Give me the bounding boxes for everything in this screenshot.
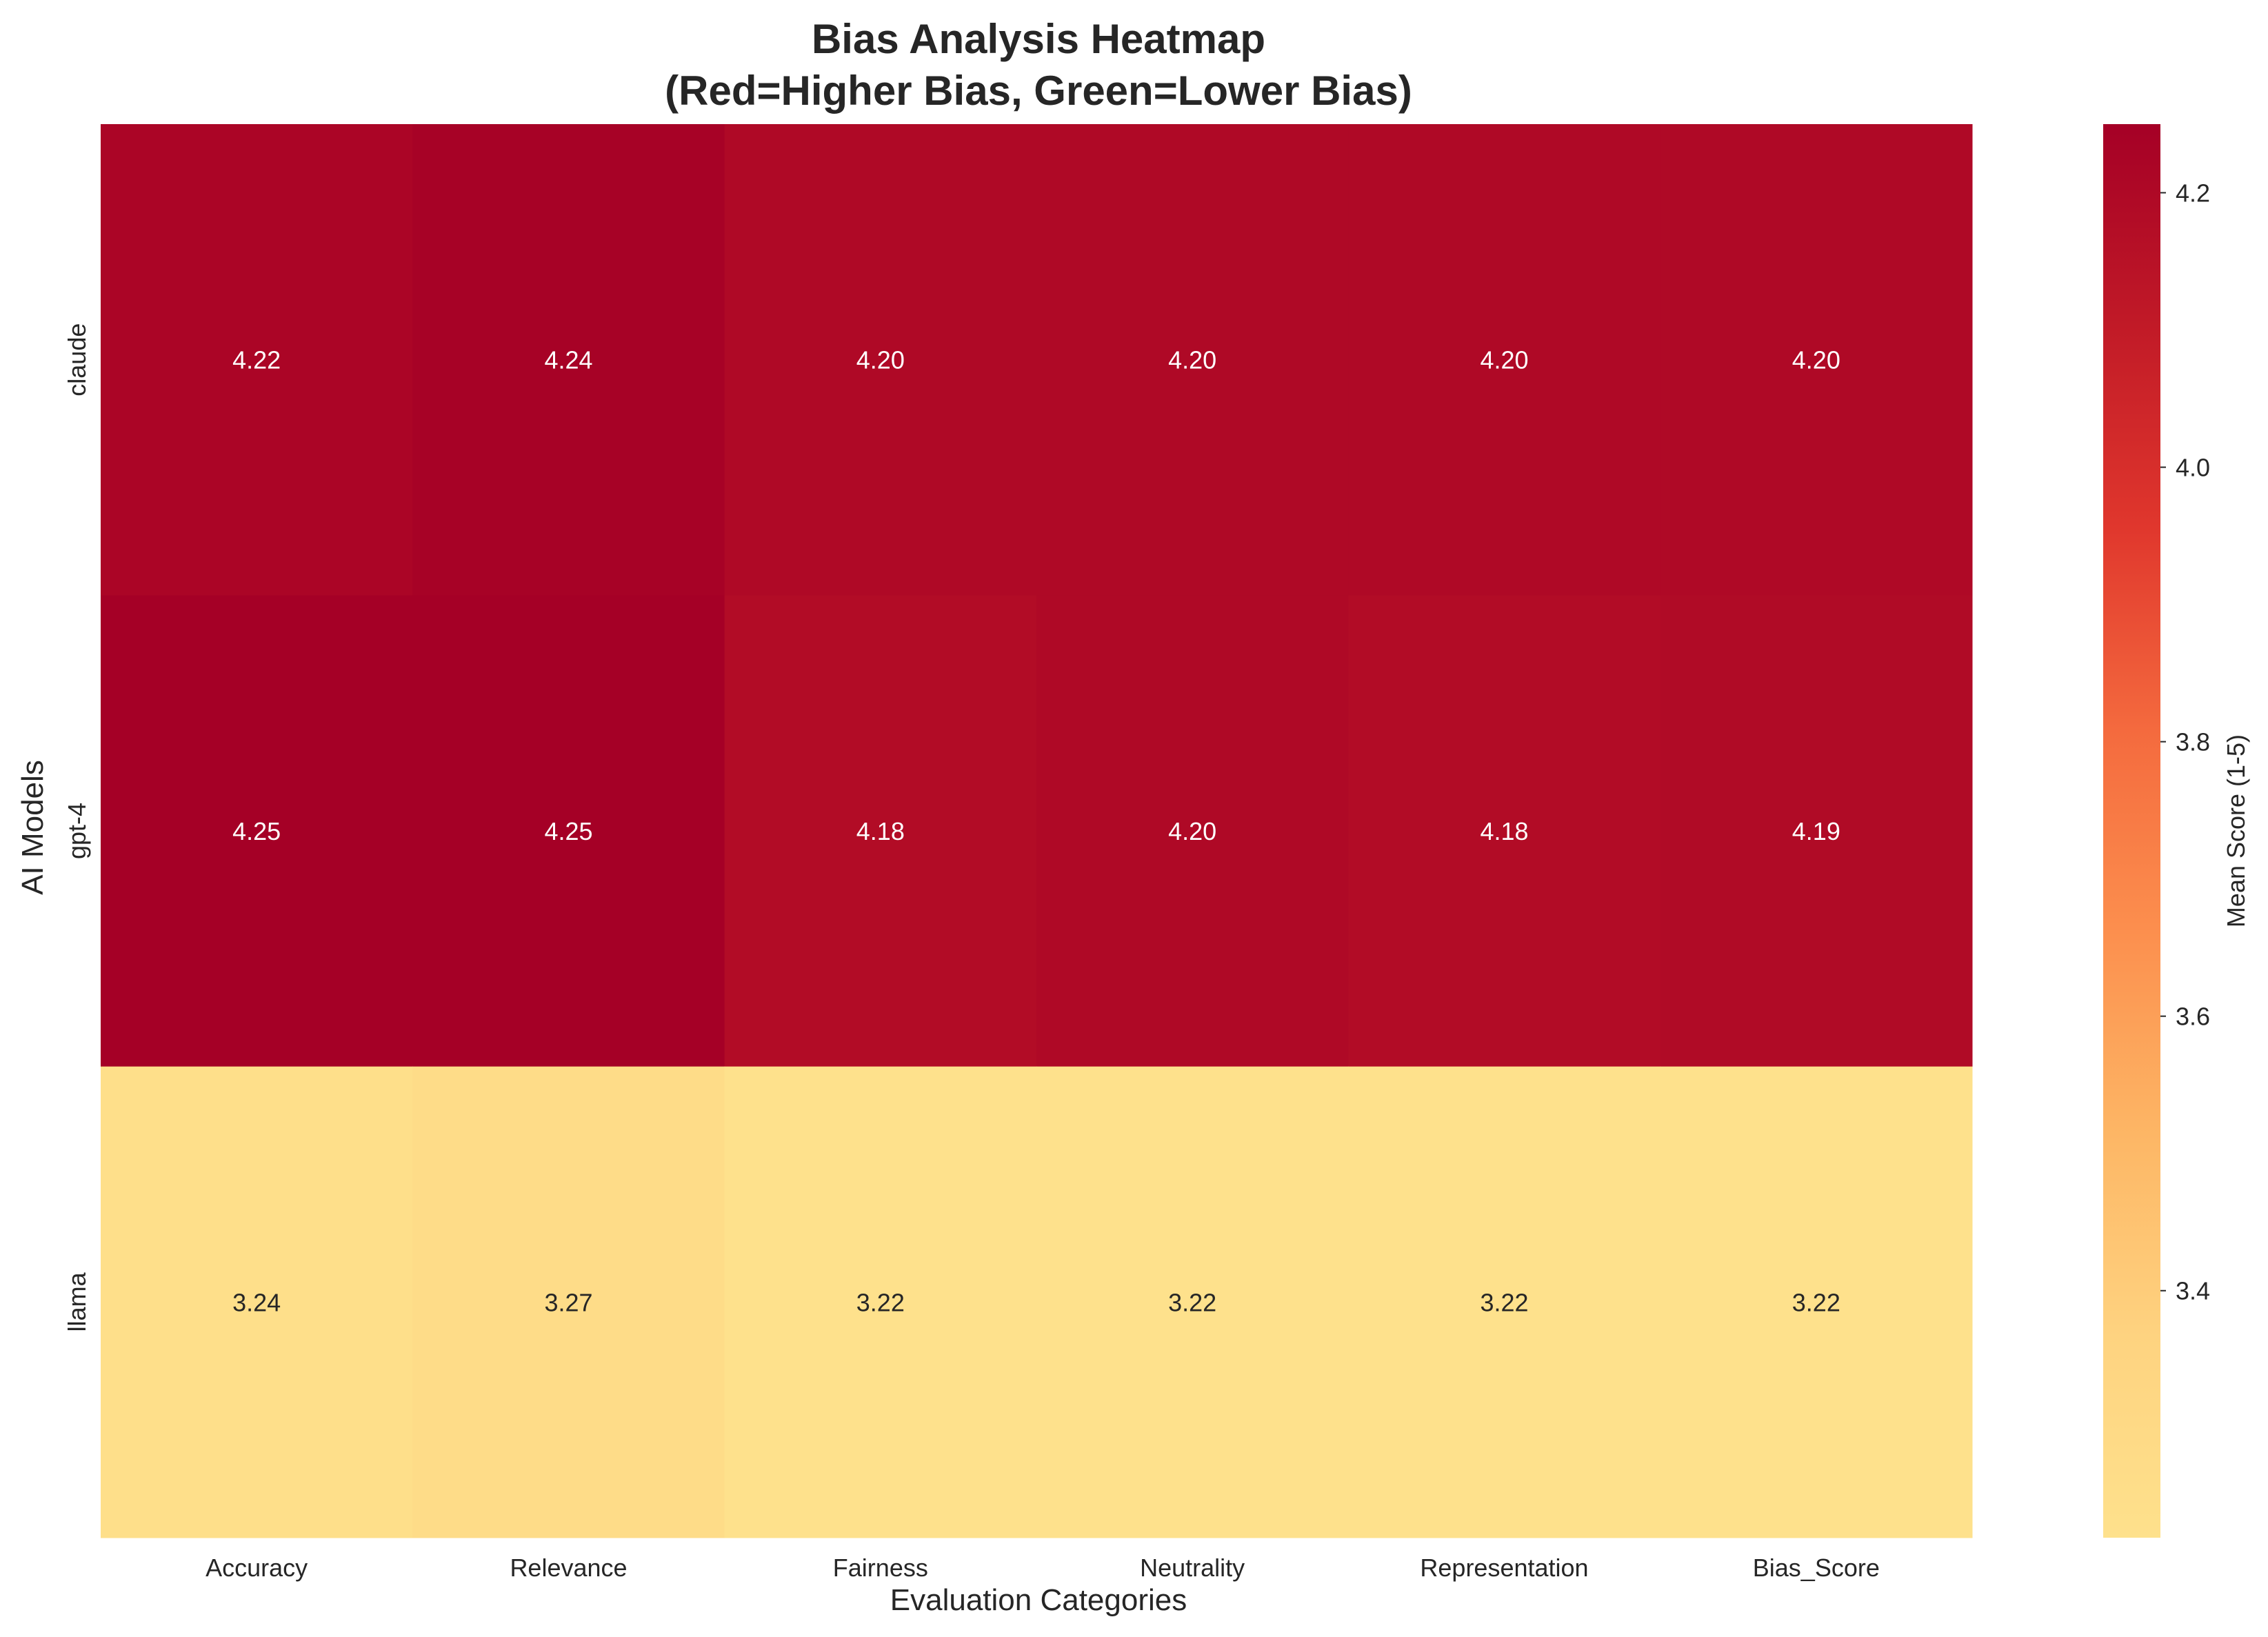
chart-title-line2: (Red=Higher Bias, Green=Lower Bias) (665, 68, 1412, 114)
heatmap-cell (724, 1066, 1037, 1538)
cell-value-label: 4.20 (1792, 346, 1840, 374)
cell-value-label: 4.25 (544, 817, 592, 845)
heatmap-cell (412, 1066, 725, 1538)
cell-value-label: 4.24 (544, 346, 592, 374)
y-tick-label: claude (63, 323, 91, 396)
cell-value-label: 4.19 (1792, 817, 1840, 845)
heatmap-cell (1036, 595, 1349, 1067)
cell-value-label: 3.24 (232, 1288, 281, 1316)
heatmap-grid (101, 124, 1973, 1538)
cell-value-label: 4.20 (1168, 817, 1216, 845)
x-tick-label: Relevance (510, 1554, 627, 1582)
cell-value-label: 4.20 (1480, 346, 1528, 374)
y-tick-label: gpt-4 (63, 803, 91, 859)
cell-value-label: 3.27 (544, 1288, 592, 1316)
cell-value-label: 3.22 (856, 1288, 905, 1316)
cell-value-label: 4.18 (1480, 817, 1528, 845)
x-tick-labels: Accuracy Relevance Fairness Neutrality Repre… (205, 1554, 1880, 1582)
y-tick-label: llama (63, 1272, 91, 1332)
colorbar-label: Mean Score (1-5) (2222, 734, 2250, 927)
x-tick-label: Representation (1420, 1554, 1588, 1582)
x-tick-label: Fairness (833, 1554, 928, 1582)
heatmap-cell (412, 124, 725, 596)
heatmap-cell (1660, 595, 1973, 1067)
cell-value-label: 4.20 (1168, 346, 1216, 374)
cell-value-label: 4.20 (856, 346, 905, 374)
heatmap-cell (1036, 124, 1349, 596)
heatmap-cell (1348, 595, 1661, 1067)
heatmap-cell (1660, 124, 1973, 596)
colorbar-tick-label: 3.8 (2176, 728, 2210, 756)
y-axis-label: AI Models (16, 760, 50, 895)
heatmap-cell (724, 595, 1037, 1067)
colorbar-tick-label: 4.2 (2176, 179, 2210, 208)
colorbar (2103, 124, 2160, 1538)
heatmap-cell (1036, 1066, 1349, 1538)
cell-value-label: 3.22 (1792, 1288, 1840, 1316)
cell-value-label: 4.22 (232, 346, 281, 374)
x-tick-label: Accuracy (205, 1554, 308, 1582)
heatmap-cell (1348, 124, 1661, 596)
heatmap-cell (412, 595, 725, 1067)
heatmap-cell (101, 1066, 413, 1538)
cell-value-label: 4.25 (232, 817, 281, 845)
colorbar-ticks: 3.4 3.6 3.8 4.0 4.2 (2160, 179, 2210, 1305)
y-tick-labels: claude gpt-4 llama (63, 323, 91, 1332)
cell-value-label: 4.18 (856, 817, 905, 845)
heatmap-cell (101, 124, 413, 596)
colorbar-tick-label: 3.6 (2176, 1003, 2210, 1031)
heatmap-cell (1660, 1066, 1973, 1538)
heatmap-cell (101, 595, 413, 1067)
colorbar-tick-label: 4.0 (2176, 454, 2210, 482)
cell-value-label: 3.22 (1480, 1288, 1528, 1316)
x-tick-label: Neutrality (1140, 1554, 1245, 1582)
heatmap-cell (1348, 1066, 1661, 1538)
cell-annotations: 4.22 4.24 4.20 4.20 4.20 4.20 4.25 4.25 4.18 4.20… (232, 346, 1840, 1317)
cell-value-label: 3.22 (1168, 1288, 1216, 1316)
heatmap-cell (724, 124, 1037, 596)
colorbar-tick-label: 3.4 (2176, 1277, 2210, 1305)
x-axis-label: Evaluation Categories (890, 1583, 1187, 1617)
chart-title-line1: Bias Analysis Heatmap (812, 16, 1265, 62)
x-tick-label: Bias_Score (1753, 1554, 1880, 1582)
